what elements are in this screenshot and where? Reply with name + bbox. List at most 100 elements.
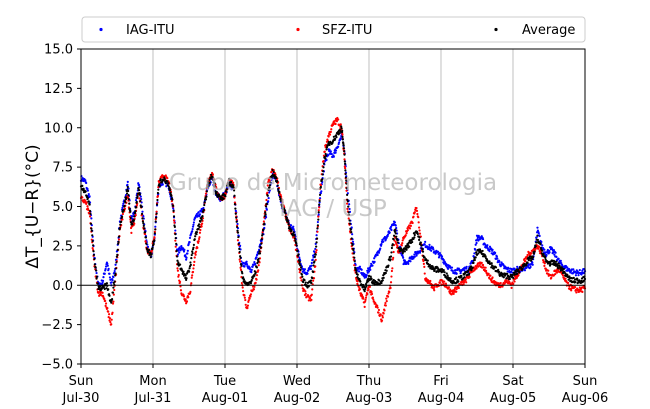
data-point — [453, 290, 456, 293]
data-point — [344, 167, 347, 170]
data-point — [393, 230, 397, 233]
data-point — [484, 255, 487, 258]
data-point — [211, 176, 214, 179]
data-point — [423, 265, 426, 268]
vertical-grid — [152, 49, 514, 364]
data-point — [376, 304, 379, 307]
data-point — [89, 222, 93, 225]
data-point — [81, 196, 84, 199]
data-point — [395, 226, 398, 230]
data-point — [320, 190, 323, 193]
data-point — [475, 234, 479, 237]
data-point — [306, 272, 309, 275]
data-point — [358, 288, 362, 291]
data-point — [314, 253, 317, 256]
data-point — [475, 241, 478, 245]
data-point — [418, 229, 421, 232]
data-point — [561, 274, 565, 277]
data-point — [101, 281, 104, 284]
data-point — [237, 242, 240, 246]
data-point — [342, 144, 345, 147]
data-point — [193, 256, 196, 259]
data-point — [127, 189, 130, 193]
data-point — [538, 245, 541, 248]
data-point — [382, 276, 385, 279]
data-point — [140, 201, 143, 204]
data-point — [570, 289, 573, 292]
data-point — [335, 120, 338, 123]
data-point — [130, 231, 133, 234]
data-point — [362, 297, 365, 300]
data-point — [121, 206, 124, 209]
data-point — [345, 187, 348, 190]
data-point — [377, 251, 381, 254]
data-point — [498, 260, 501, 263]
data-point — [116, 253, 119, 256]
data-point — [147, 248, 151, 252]
data-point — [327, 135, 330, 138]
data-point — [415, 254, 418, 257]
data-point — [299, 268, 302, 272]
data-point — [135, 200, 138, 204]
data-point — [126, 185, 129, 189]
y-tick-label: 15.0 — [44, 43, 73, 58]
data-point — [142, 222, 145, 225]
data-point — [276, 180, 279, 183]
data-point — [138, 197, 141, 200]
data-point — [199, 220, 202, 223]
data-point — [110, 323, 113, 326]
data-point — [178, 263, 182, 266]
data-point — [319, 184, 322, 187]
data-point — [128, 202, 131, 205]
data-point — [264, 211, 267, 214]
data-point — [523, 269, 527, 272]
data-point — [126, 180, 129, 183]
data-point — [380, 281, 383, 285]
data-point — [235, 218, 238, 221]
data-point — [265, 198, 268, 202]
data-point — [443, 280, 446, 283]
data-point — [490, 262, 493, 265]
data-point — [304, 292, 307, 295]
data-point — [465, 267, 468, 270]
data-point — [385, 269, 388, 272]
data-point — [405, 232, 408, 235]
data-point — [197, 237, 201, 241]
data-point — [389, 255, 393, 258]
data-point — [267, 188, 270, 192]
data-point — [322, 160, 325, 163]
data-point — [104, 304, 107, 307]
data-point — [413, 253, 416, 256]
data-point — [388, 290, 391, 294]
data-point — [126, 183, 129, 186]
data-point — [371, 296, 374, 299]
data-point — [257, 269, 260, 272]
data-point — [539, 243, 542, 246]
data-point — [103, 297, 106, 301]
data-point — [249, 295, 252, 298]
data-point — [225, 188, 228, 191]
data-point — [236, 231, 240, 234]
x-tick-label-day: Thu — [356, 374, 381, 389]
x-tick-label-day: Mon — [139, 374, 166, 389]
data-point — [191, 270, 195, 274]
data-point — [136, 196, 139, 199]
data-point — [447, 286, 451, 289]
data-point — [423, 256, 426, 259]
data-point — [190, 257, 193, 260]
data-point — [474, 256, 477, 259]
data-point — [299, 264, 302, 267]
data-point — [319, 185, 322, 189]
data-point — [133, 211, 137, 215]
data-point — [341, 135, 344, 138]
y-tick-label: 7.5 — [52, 161, 73, 176]
data-point — [197, 211, 200, 214]
data-point — [307, 299, 310, 302]
legend-marker — [494, 27, 498, 32]
data-point — [121, 212, 124, 216]
data-point — [395, 235, 398, 238]
data-point — [392, 238, 395, 241]
data-point — [151, 246, 154, 250]
data-point — [577, 274, 580, 277]
data-point — [293, 234, 296, 237]
